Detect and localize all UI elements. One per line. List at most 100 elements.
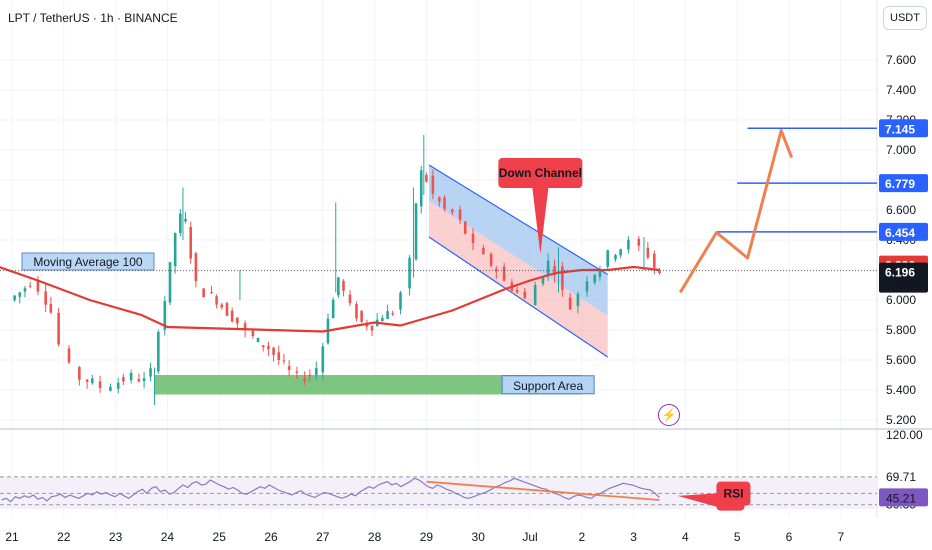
candle-body [202,288,205,298]
last-price-label: 6.196 [885,266,915,280]
candle-body [137,378,141,382]
candle-body [67,348,71,363]
grid [0,0,932,518]
x-tick-label: 25 [213,530,227,544]
candle-body [502,266,506,281]
candle-body [295,371,299,373]
candle-body [614,254,617,260]
candle-body [348,294,352,304]
candle-body [337,277,340,296]
level-price-tag [879,222,928,241]
candle-body [425,174,428,182]
currency-button-label: USDT [890,12,920,24]
rsi-callout-label: RSI [723,487,743,501]
down-channel-callout [498,158,583,254]
candle-body [256,337,260,342]
candle-body [431,175,435,194]
down-channel-upper-line [428,164,609,276]
candle-body [44,291,47,305]
candle-body [173,233,177,267]
candle-body [184,218,187,222]
rsi-value-tag [879,488,928,507]
candle-body [355,304,358,319]
candle-body [637,238,641,246]
x-tick-label: 23 [109,530,123,544]
candle-body [546,260,550,275]
candle-body [109,386,112,391]
candle-body [489,253,493,266]
y-tick-label: 7.400 [886,83,916,97]
candle-body [90,378,94,383]
candle-body [598,269,602,277]
candle-body [23,288,27,292]
candle-body [321,346,325,373]
y-tick-label: 5.600 [886,353,916,367]
candle-body [386,311,389,319]
candle-body [381,317,384,322]
candle-body [215,296,218,305]
candle-body [168,262,172,303]
candle-body [18,292,22,297]
candle-body [261,345,265,348]
candle-body [220,304,224,308]
candle-body [287,366,291,370]
candle-body [451,209,454,213]
x-tick-label: 3 [630,530,637,544]
candle-body [331,299,335,319]
candle-body [553,265,556,276]
level-price-label: 6.779 [885,177,915,191]
chart-title-text: LPT / TetherUS · 1h · BINANCE [8,11,178,25]
candle-body [495,268,498,272]
y-tick-label: 5.200 [886,413,916,427]
candle-body [230,310,234,322]
candle-body [646,247,650,258]
candle-body [189,226,193,259]
rsi-divergence-line [426,480,660,501]
candle-body [458,209,462,221]
x-tick-label: 29 [420,530,434,544]
candle-body [568,297,572,310]
candle-body [482,248,485,255]
x-tick-label: 5 [734,530,741,544]
candle-body [157,331,160,372]
chart-title: LPT / TetherUS · 1h · BINANCE [8,9,178,27]
level-price-tag [879,119,928,138]
candle-body [308,374,312,377]
candle-body [523,291,527,299]
down-channel-label: Down Channel [499,166,582,180]
candle-body [438,197,441,202]
candle-body [443,197,446,209]
lightning-icon[interactable]: ⚡ [658,404,680,426]
candle-body [360,310,363,322]
x-tick-label: 30 [472,530,486,544]
candle-body [251,330,255,337]
rsi-tick-label: 69.71 [886,470,916,484]
candle-body [267,345,270,350]
candle-body [236,317,239,324]
level-price-label: 6.454 [885,226,915,240]
candle-body [116,382,120,389]
support-area-label: Support Area [513,379,583,393]
candle-body [163,301,167,330]
rsi-layer: RSI [0,476,877,511]
level-price-label: 7.145 [885,122,915,136]
currency-button[interactable]: USDT [883,6,927,30]
down-channel-layer: Down Channel [428,158,609,358]
moving-average-label-box [21,252,155,271]
candle-body [13,295,16,301]
x-tick-label: 4 [682,530,689,544]
candle-body [342,280,345,291]
x-tick-label: 2 [578,530,585,544]
support-area-label-box [501,375,595,395]
candle-body [179,213,182,233]
axes-layer: 7.6007.4007.2007.0006.8006.6006.4006.000… [5,53,923,544]
candle-body [533,285,537,306]
x-tick-label: 28 [368,530,382,544]
candle-body [149,368,152,377]
moving-average-label: Moving Average 100 [33,255,143,269]
candle-body [85,379,89,382]
levels-layer [0,127,877,272]
candle-body [210,292,213,294]
